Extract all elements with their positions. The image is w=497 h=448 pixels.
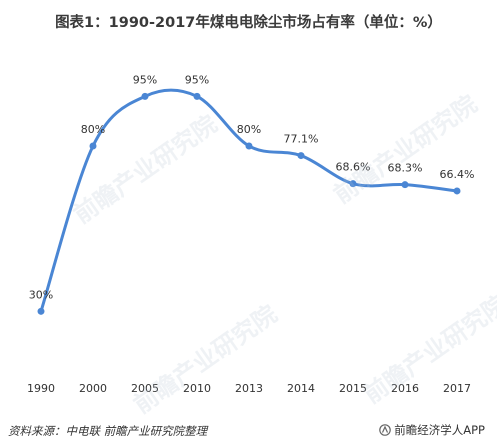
data-label: 95% (133, 73, 157, 86)
chart-title: 图表1：1990-2017年煤电电除尘市场占有率（单位：%） (55, 15, 442, 31)
x-tick-label: 2014 (287, 382, 315, 395)
data-point (193, 92, 201, 100)
brand-logo-icon (379, 424, 392, 436)
data-label: 68.6% (336, 161, 371, 174)
brand-name: 前瞻经济学人APP (394, 423, 485, 437)
data-label: 95% (185, 73, 209, 86)
data-label: 66.4% (440, 168, 475, 181)
data-point (89, 142, 97, 150)
data-point (401, 181, 409, 189)
source-note: 资料来源：中电联 前瞻产业研究院整理 (8, 424, 208, 438)
data-label: 68.3% (388, 162, 423, 175)
data-point (141, 92, 149, 100)
x-tick-label: 2017 (443, 382, 471, 395)
data-label: 30% (29, 288, 53, 301)
x-tick-label: 2015 (339, 382, 367, 395)
x-tick-label: 2005 (131, 382, 159, 395)
x-tick-label: 2013 (235, 382, 263, 395)
x-tick-label: 2010 (183, 382, 211, 395)
data-point (37, 307, 45, 315)
x-tick-label: 2000 (79, 382, 107, 395)
data-label: 80% (237, 123, 261, 136)
x-tick-label: 2016 (391, 382, 419, 395)
data-label: 80% (81, 123, 105, 136)
data-point (297, 152, 305, 160)
brand-credit: 前瞻经济学人APP (379, 422, 485, 438)
data-label: 77.1% (284, 133, 319, 146)
data-point (245, 142, 253, 150)
data-point (453, 187, 461, 195)
data-point (349, 180, 357, 188)
x-tick-label: 1990 (27, 382, 55, 395)
